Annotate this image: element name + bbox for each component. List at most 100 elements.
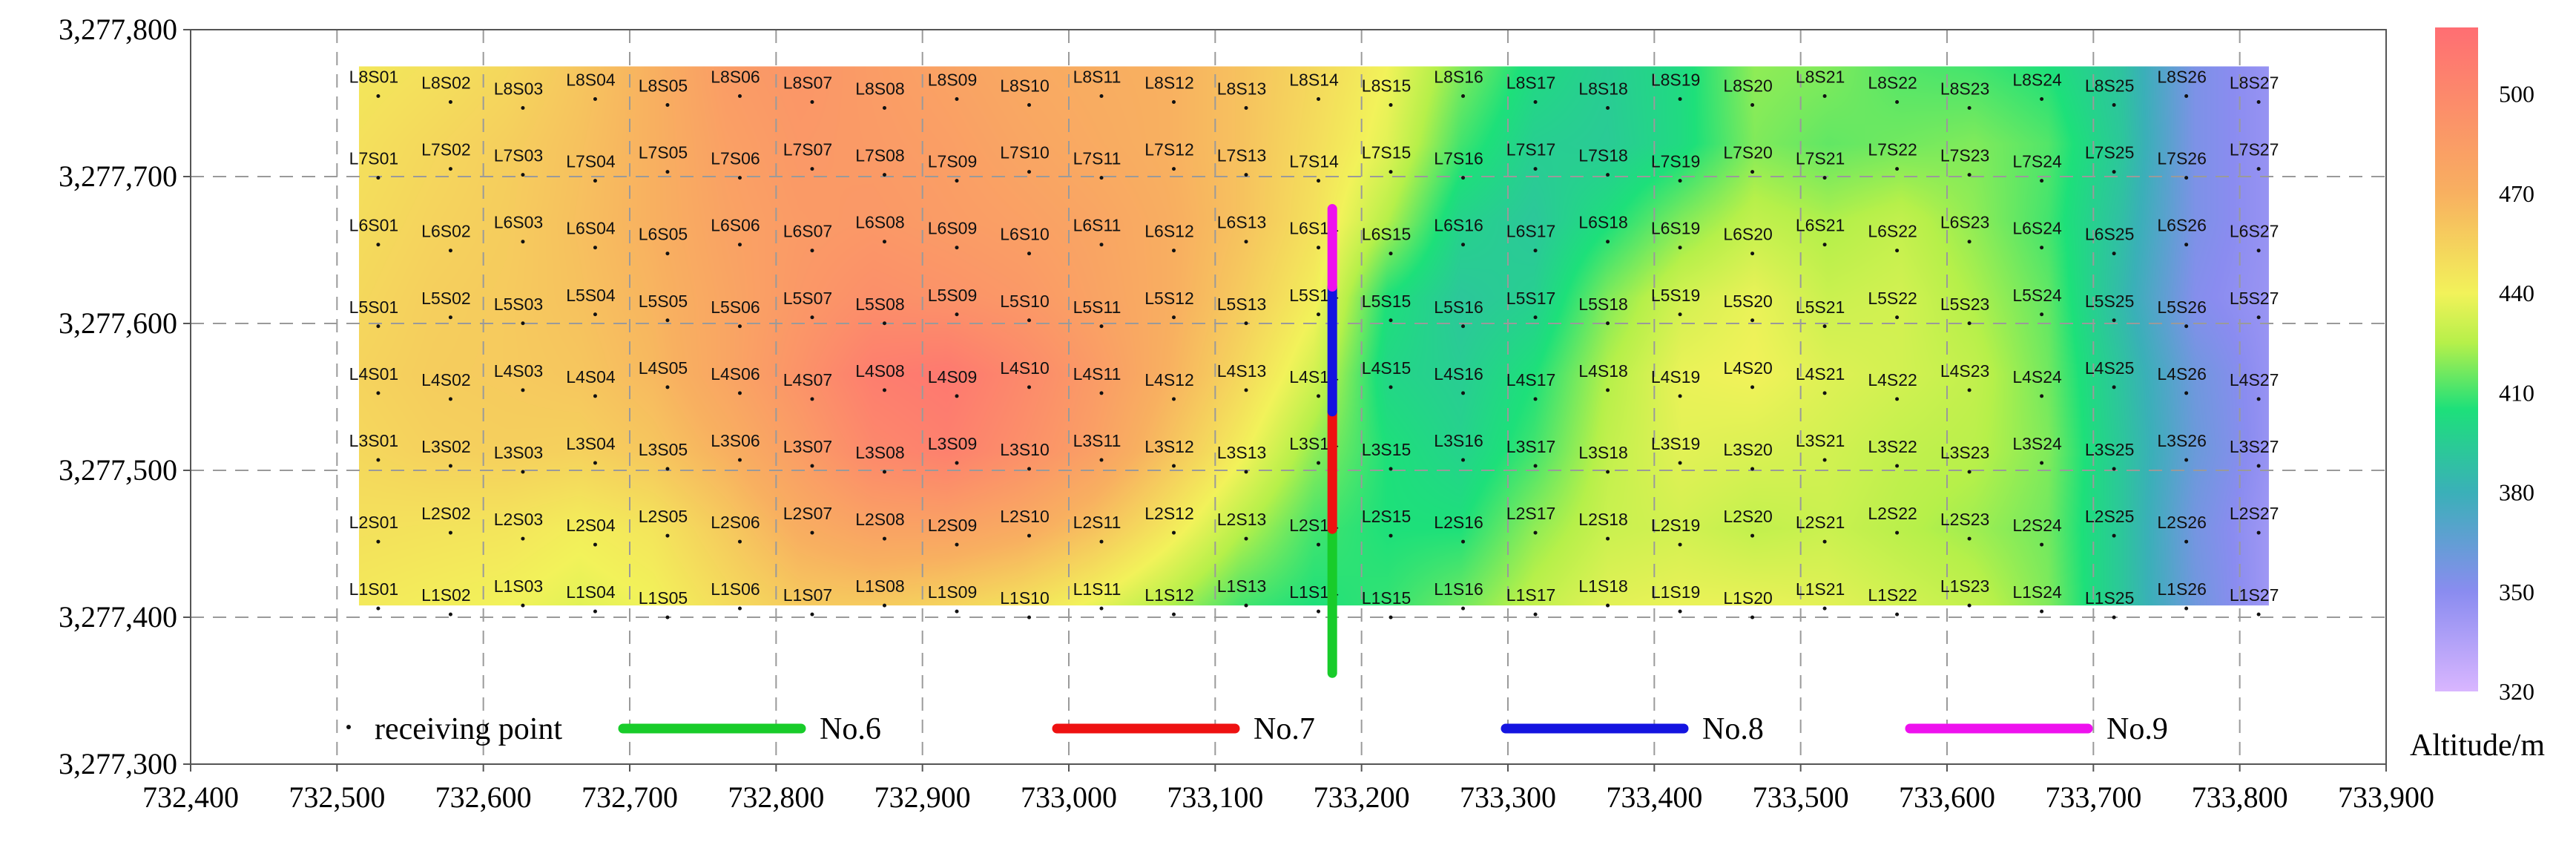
receiving-point: [1895, 612, 1900, 617]
receiving-point-label: L7S09: [928, 152, 978, 171]
receiving-point-label: L7S21: [1796, 149, 1845, 168]
receiving-point: [1895, 530, 1900, 535]
receiving-point-label: L2S01: [349, 513, 399, 532]
receiving-point-label: L6S22: [1868, 222, 1917, 241]
receiving-point: [1027, 103, 1032, 107]
receiving-point: [1750, 467, 1755, 471]
receiving-point: [521, 173, 525, 177]
receiving-point-label: L2S03: [494, 510, 544, 529]
receiving-point: [1099, 458, 1104, 462]
x-tick-label: 732,800: [728, 780, 824, 814]
receiving-point: [1533, 167, 1538, 171]
receiving-point: [665, 170, 670, 174]
receiving-point-label: L3S01: [349, 431, 399, 450]
receiving-point-label: L4S26: [2157, 364, 2207, 384]
receiving-point-label: L3S06: [711, 431, 760, 450]
receiving-point-label: L3S04: [566, 434, 616, 453]
receiving-point-label: L1S11: [1073, 579, 1121, 599]
receiving-point-label: L5S04: [566, 286, 616, 305]
receiving-point: [1244, 536, 1248, 541]
receiving-point-label: L4S18: [1578, 361, 1628, 381]
receiving-point: [1317, 609, 1321, 614]
receiving-point: [1389, 615, 1393, 619]
receiving-point-label: L5S11: [1073, 297, 1121, 317]
legend-receiving-point-marker: [346, 725, 351, 729]
receiving-point-label: L7S17: [1506, 140, 1556, 160]
receiving-point-label: L6S04: [566, 219, 616, 238]
receiving-point: [376, 391, 381, 395]
receiving-point-label: L7S18: [1578, 146, 1628, 165]
receiving-point-label: L6S01: [349, 216, 399, 235]
colorbar-tick-label: 440: [2499, 280, 2534, 306]
receiving-point-label: L8S18: [1578, 79, 1628, 99]
receiving-point: [521, 240, 525, 244]
receiving-point: [1678, 461, 1682, 465]
receiving-point-label: L2S07: [783, 504, 833, 523]
receiving-point-label: L8S21: [1796, 68, 1845, 87]
receiving-point: [1750, 385, 1755, 389]
receiving-point: [1389, 251, 1393, 256]
receiving-point: [737, 606, 742, 611]
receiving-point: [2112, 170, 2116, 174]
receiving-point: [1099, 539, 1104, 544]
receiving-point-label: L1S23: [1940, 576, 1990, 596]
receiving-point-label: L6S15: [1362, 225, 1411, 244]
receiving-point-label: L2S04: [566, 516, 616, 535]
receiving-point-label: L3S03: [494, 443, 544, 462]
receiving-point-label: L4S25: [2085, 358, 2135, 378]
receiving-point-label: L3S21: [1796, 431, 1845, 450]
receiving-point: [1172, 612, 1176, 617]
receiving-point: [376, 606, 381, 611]
receiving-point: [593, 461, 597, 465]
x-tick-label: 733,400: [1606, 780, 1702, 814]
receiving-point: [810, 530, 814, 535]
receiving-point: [2040, 312, 2044, 317]
receiving-point-label: L6S26: [2157, 216, 2207, 235]
receiving-point: [810, 397, 814, 401]
receiving-point-label: L4S02: [421, 370, 471, 389]
colorbar-tick-label: 320: [2499, 678, 2534, 705]
receiving-point: [521, 106, 525, 110]
receiving-point-label: L1S10: [1000, 588, 1050, 608]
receiving-point: [665, 251, 670, 256]
receiving-point: [1461, 606, 1466, 611]
receiving-point-label: L7S02: [421, 140, 471, 160]
receiving-point-label: L3S20: [1723, 440, 1773, 459]
receiving-point: [1678, 97, 1682, 101]
receiving-point: [376, 176, 381, 180]
receiving-point-label: L4S13: [1217, 361, 1267, 381]
receiving-point: [882, 388, 886, 392]
receiving-point: [1822, 94, 1827, 98]
receiving-point-label: L2S16: [1434, 513, 1483, 532]
receiving-point-label: L3S26: [2157, 431, 2207, 450]
receiving-point: [1822, 539, 1827, 544]
receiving-point-label: L8S04: [566, 70, 616, 90]
receiving-point-label: L7S08: [855, 146, 905, 165]
receiving-point: [593, 97, 597, 101]
x-tick-label: 732,700: [582, 780, 678, 814]
receiving-point: [1533, 100, 1538, 104]
receiving-point: [1244, 106, 1248, 110]
receiving-point: [1461, 324, 1466, 329]
receiving-point: [2184, 176, 2189, 180]
receiving-point-label: L2S10: [1000, 507, 1050, 526]
receiving-point: [1750, 615, 1755, 619]
receiving-point-label: L8S09: [928, 70, 978, 90]
receiving-point: [1099, 324, 1104, 329]
receiving-point-label: L4S12: [1144, 370, 1194, 389]
receiving-point: [2040, 179, 2044, 183]
receiving-point: [1244, 173, 1248, 177]
receiving-point-label: L3S19: [1651, 434, 1701, 453]
receiving-point: [2112, 251, 2116, 256]
receiving-point-label: L8S14: [1289, 70, 1339, 90]
receiving-point-label: L7S22: [1868, 140, 1917, 160]
receiving-point-label: L5S05: [639, 292, 688, 311]
receiving-point: [1533, 249, 1538, 253]
receiving-point: [1244, 470, 1248, 474]
receiving-point: [1822, 176, 1827, 180]
receiving-point-label: L2S15: [1362, 507, 1411, 526]
receiving-point: [1533, 612, 1538, 617]
receiving-point: [1533, 397, 1538, 401]
receiving-point: [1606, 536, 1610, 541]
